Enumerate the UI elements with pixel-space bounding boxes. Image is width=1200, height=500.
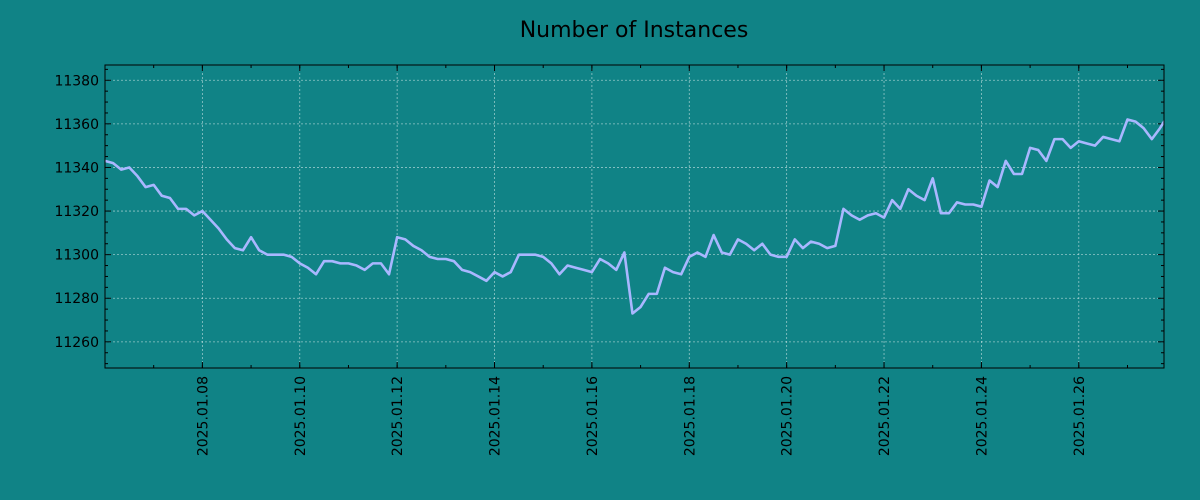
y-tick-label: 11280 <box>54 291 99 307</box>
y-tick-label: 11260 <box>54 335 99 351</box>
x-tick-label: 2025.01.18 <box>682 376 698 456</box>
x-tick-label: 2025.01.26 <box>1072 376 1088 456</box>
series-line <box>105 118 1164 315</box>
x-tick-label: 2025.01.16 <box>585 376 601 456</box>
x-tick-label: 2025.01.08 <box>195 376 211 456</box>
x-tick-label: 2025.01.14 <box>488 376 504 456</box>
axis-ticks <box>104 65 1164 368</box>
y-tick-label: 11380 <box>54 73 99 89</box>
y-tick-label: 11340 <box>54 160 99 176</box>
y-tick-label: 11360 <box>54 117 99 133</box>
x-axis-labels: 2025.01.08 2025.01.10 2025.01.12 2025.01.14… <box>195 376 1087 456</box>
series-group <box>105 118 1164 315</box>
y-axis-labels: 11260 11280 11300 11320 11340 11360 11380 <box>54 73 99 351</box>
x-tick-label: 2025.01.20 <box>780 376 796 456</box>
x-tick-label: 2025.01.24 <box>974 376 990 456</box>
x-tick-label: 2025.01.10 <box>293 376 309 456</box>
y-tick-label: 11320 <box>54 204 99 220</box>
plot-frame <box>104 64 1165 369</box>
x-tick-label: 2025.01.12 <box>390 376 406 456</box>
chart-title: Number of Instances <box>520 18 749 43</box>
grid-lines <box>105 65 1164 368</box>
x-tick-label: 2025.01.22 <box>877 376 893 456</box>
y-tick-label: 11300 <box>54 248 99 264</box>
